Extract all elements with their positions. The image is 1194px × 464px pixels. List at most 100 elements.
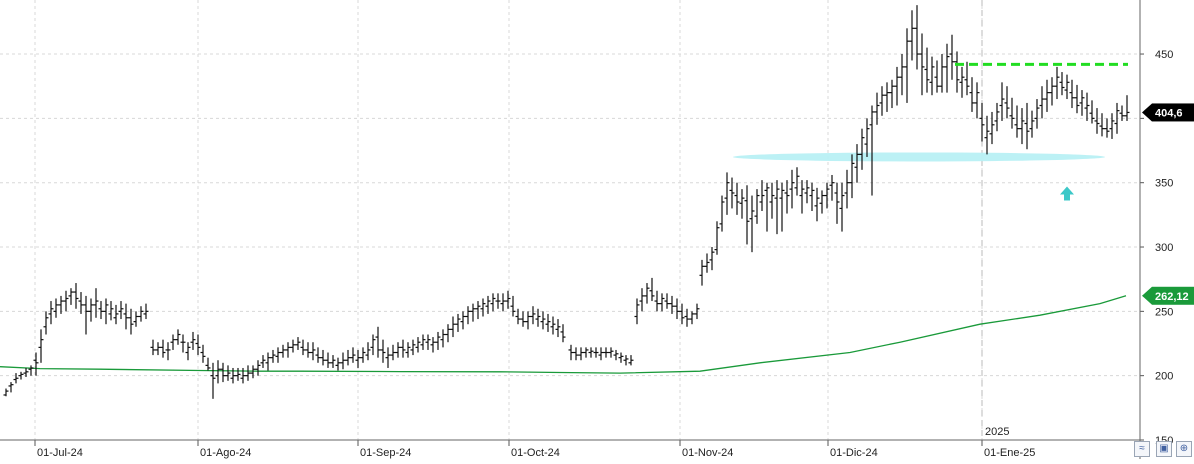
ohlc-bar — [1059, 72, 1065, 96]
ohlc-bar — [170, 334, 176, 350]
y-tick-label: 200 — [1155, 371, 1173, 383]
ohlc-bar — [230, 367, 236, 384]
ohlc-bar — [979, 102, 985, 142]
ohlc-bar — [749, 195, 755, 253]
ohlc-bar — [255, 360, 261, 376]
ohlc-bar — [475, 301, 481, 320]
ohlc-bar — [1094, 108, 1100, 134]
ohlc-bar — [335, 357, 341, 371]
ohlc-bar — [260, 355, 266, 368]
ohlc-bar — [525, 311, 531, 330]
ohlc-bar — [545, 313, 551, 332]
ohlc-bar — [899, 54, 905, 96]
ohlc-bar — [1064, 74, 1070, 100]
ohlc-bar — [93, 288, 99, 318]
ohlc-bar — [603, 347, 609, 358]
expand-button[interactable]: ⊕ — [1176, 441, 1192, 457]
ohlc-bar — [245, 365, 251, 381]
x-tick-label: 01-Ene-25 — [984, 447, 1035, 459]
ohlc-bar — [944, 43, 950, 93]
ohlc-bar — [1079, 90, 1085, 116]
ohlc-bar — [123, 303, 129, 330]
ohlc-bar — [138, 306, 144, 322]
ohlc-bar — [819, 190, 825, 214]
last-price-badge-text: 404,6 — [1155, 107, 1183, 119]
ohlc-bar — [275, 347, 281, 363]
ohlc-bar — [844, 169, 850, 209]
ohlc-bar — [874, 92, 880, 125]
ohlc-bar — [450, 316, 456, 338]
ohlc-bar — [578, 347, 584, 361]
ohlc-bar — [305, 342, 311, 358]
ohlc-bar — [593, 347, 599, 358]
ohlc-bar — [644, 283, 650, 304]
ohlc-bar — [804, 180, 810, 204]
ohlc-bar — [1009, 97, 1015, 129]
ohlc-bar — [325, 352, 331, 368]
x-tick-label: 01-Nov-24 — [682, 447, 733, 459]
ohlc-bar — [280, 344, 286, 358]
last-price-badge-pointer — [1142, 103, 1152, 122]
ohlc-bar — [1104, 118, 1110, 138]
ohlc-bar — [215, 360, 221, 384]
ohlc-bar — [18, 371, 24, 380]
ohlc-bar — [834, 182, 840, 224]
ohlc-bar — [480, 298, 486, 317]
ohlc-bar — [639, 288, 645, 312]
ohlc-bar — [994, 102, 1000, 132]
ohlc-bar — [618, 352, 624, 363]
ohlc-bar — [1034, 99, 1040, 129]
ohlc-bar — [3, 388, 9, 397]
ohlc-bar — [1084, 92, 1090, 121]
ohlc-bar — [560, 324, 566, 343]
ohlc-bar — [674, 298, 680, 320]
grid — [0, 0, 1140, 441]
ohlc-bar — [809, 182, 815, 211]
ohlc-bar — [764, 182, 770, 232]
ohlc-bar — [689, 311, 695, 325]
ohlc-bar — [395, 342, 401, 358]
moving-average-badge-pointer — [1142, 286, 1152, 305]
ohlc-bar — [113, 304, 119, 325]
ohlc-bar — [360, 347, 366, 363]
ohlc-bar — [175, 329, 181, 345]
ohlc-bar — [180, 334, 186, 353]
ohlc-bar — [719, 195, 725, 232]
ohlc-bar — [924, 47, 930, 93]
support-zone-layer — [733, 152, 1105, 162]
ohlc-bar — [108, 301, 114, 321]
ohlc-bar — [1074, 84, 1080, 114]
moving-average-badge-box — [1152, 286, 1194, 305]
x-tick-label: 01-Oct-24 — [511, 447, 560, 459]
ohlc-bar — [1099, 113, 1105, 137]
ohlc-bar — [969, 77, 975, 112]
ohlc-bar — [225, 365, 231, 381]
ohlc-bar — [53, 298, 59, 318]
ohlc-bar — [934, 60, 940, 93]
ohlc-bar — [659, 293, 665, 312]
ohlc-bar — [103, 298, 109, 325]
ohlc-bar — [704, 253, 710, 273]
ohlc-bar — [465, 306, 471, 325]
ohlc-bar — [23, 367, 29, 377]
ohlc-bar — [1069, 79, 1075, 109]
ohlc-bar — [573, 347, 579, 361]
ohlc-bar — [420, 334, 426, 350]
moving-average-line — [0, 295, 1127, 374]
ohlc-bar — [1089, 100, 1095, 124]
support-zone — [733, 152, 1105, 162]
ohlc-bar — [300, 339, 306, 356]
ohlc-bar — [744, 185, 750, 245]
ohlc-bar — [1054, 66, 1060, 100]
ohlc-bar — [555, 319, 561, 338]
annotation-layer — [955, 62, 1128, 201]
ohlc-bar — [128, 308, 134, 335]
save-button[interactable]: ▣ — [1156, 441, 1172, 457]
chart-type-button[interactable]: ≈ — [1134, 441, 1150, 457]
ohlc-bar — [33, 352, 39, 376]
ohlc-bar — [989, 111, 995, 145]
ohlc-bar — [118, 301, 124, 320]
ohlc-bar — [608, 347, 614, 358]
